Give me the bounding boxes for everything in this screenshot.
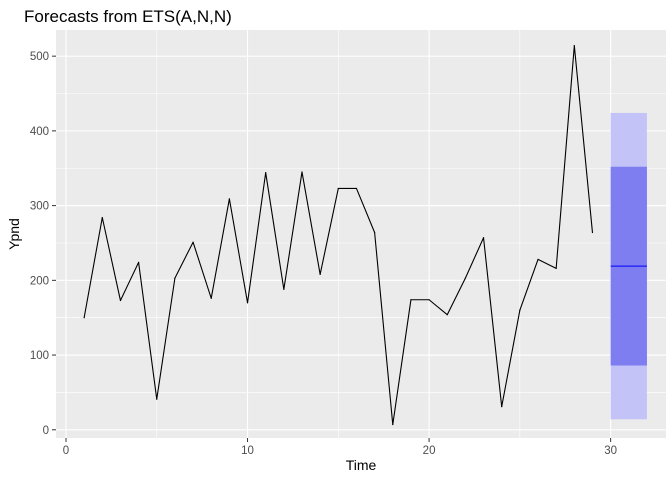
x-axis-title: Time xyxy=(346,457,377,473)
y-tick-label: 400 xyxy=(30,126,49,138)
x-tick-label: 0 xyxy=(63,445,69,457)
y-axis: 0 100 200 300 400 500 xyxy=(30,51,56,437)
y-tick-label: 0 xyxy=(43,425,49,437)
y-tick-label: 200 xyxy=(30,275,49,287)
series-point xyxy=(156,398,158,400)
series-point xyxy=(464,277,466,279)
series-point xyxy=(573,45,575,47)
series-point xyxy=(337,187,339,190)
y-tick-label: 300 xyxy=(30,201,49,213)
series-point xyxy=(374,231,376,234)
series-point xyxy=(192,241,194,243)
forecast-intervals xyxy=(610,112,647,420)
series-point xyxy=(101,216,103,219)
series-point xyxy=(537,258,539,261)
chart-title: Forecasts from ETS(A,N,N) xyxy=(24,7,232,26)
y-tick-label: 100 xyxy=(30,350,49,362)
series-point xyxy=(355,187,358,190)
series-point xyxy=(501,406,503,408)
x-tick-label: 20 xyxy=(423,445,436,457)
series-point xyxy=(301,171,303,173)
series-point xyxy=(555,267,557,269)
grid-major xyxy=(56,30,666,438)
series-point xyxy=(446,314,448,316)
series-point xyxy=(210,297,212,299)
x-axis: 0 10 20 30 xyxy=(63,438,617,457)
series-point xyxy=(283,288,285,290)
series-point xyxy=(138,261,140,263)
series-point xyxy=(591,231,594,234)
series-point xyxy=(428,299,430,301)
series-point xyxy=(519,309,521,311)
series-point xyxy=(392,423,394,426)
x-tick-label: 10 xyxy=(241,445,254,457)
series-point xyxy=(246,302,249,304)
plot-panel xyxy=(56,30,666,438)
series-point xyxy=(83,317,85,319)
y-tick-label: 500 xyxy=(30,51,49,63)
series-point xyxy=(265,172,267,174)
series-point xyxy=(228,198,230,200)
series-point xyxy=(119,299,122,302)
series-point xyxy=(410,299,412,301)
x-tick-label: 30 xyxy=(604,445,617,457)
series-group xyxy=(83,45,594,426)
series-point xyxy=(319,273,321,275)
series-point xyxy=(482,237,485,239)
y-axis-title: Ypnd xyxy=(6,218,22,250)
series-point xyxy=(174,277,176,279)
